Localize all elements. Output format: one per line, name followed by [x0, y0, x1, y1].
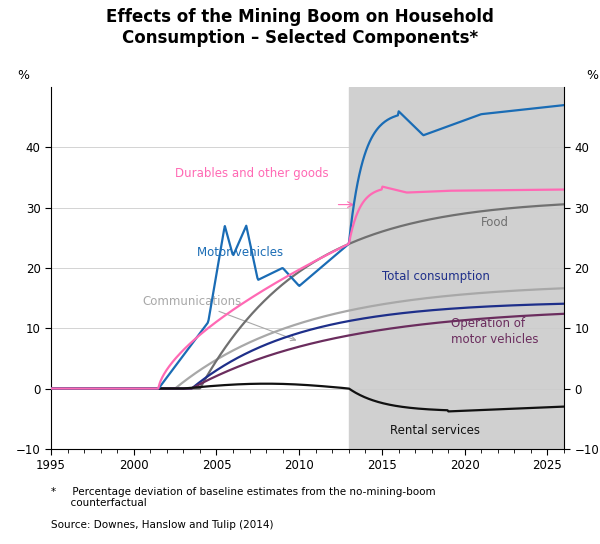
Text: Durables and other goods: Durables and other goods — [175, 168, 329, 181]
Text: Rental services: Rental services — [390, 424, 480, 437]
Text: %: % — [17, 69, 29, 82]
Text: Food: Food — [481, 216, 509, 229]
Text: Operation of
motor vehicles: Operation of motor vehicles — [451, 317, 539, 346]
Text: Effects of the Mining Boom on Household
Consumption – Selected Components*: Effects of the Mining Boom on Household … — [106, 8, 494, 47]
Text: Source: Downes, Hanslow and Tulip (2014): Source: Downes, Hanslow and Tulip (2014) — [51, 520, 274, 529]
Text: Total consumption: Total consumption — [382, 270, 490, 283]
Text: *     Percentage deviation of baseline estimates from the no-mining-boom
      c: * Percentage deviation of baseline estim… — [51, 487, 436, 509]
Text: Motor vehicles: Motor vehicles — [197, 246, 283, 259]
Text: %: % — [586, 69, 598, 82]
Bar — [349, 87, 572, 449]
Text: Communications: Communications — [142, 295, 295, 341]
